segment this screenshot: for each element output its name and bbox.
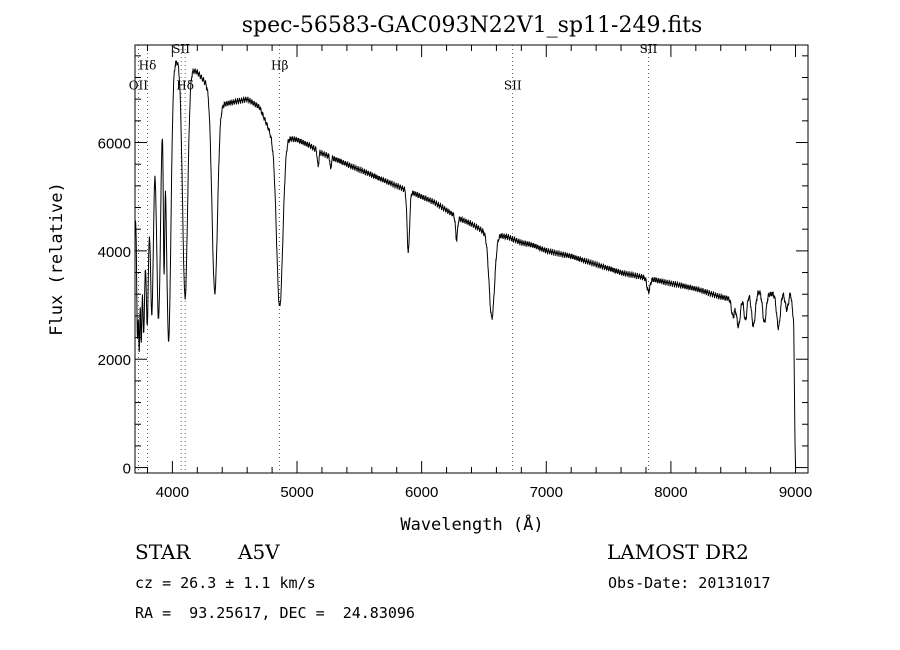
line-marker-label: Hβ [271,58,288,72]
line-marker-label: SII [172,42,190,56]
y-tick-label: 4000 [98,244,131,261]
line-marker-label: SII [504,78,522,92]
x-tick-label: 9000 [779,484,812,501]
x-tick-label: 5000 [280,484,313,501]
x-tick-label: 7000 [530,484,563,501]
axis-ticks [135,45,808,473]
x-axis-label: Wavelength (Å) [400,513,543,535]
chart-title: spec-56583-GAC093N22V1_sp11-249.fits [242,13,703,38]
x-tick-label: 6000 [405,484,438,501]
line-marker-label: Hδ [139,58,157,72]
x-tick-label: 4000 [156,484,189,501]
object-class: STAR [135,540,191,564]
line-markers: OII Hδ SII Hδ Hβ SII SII [129,42,658,473]
y-tick-label: 6000 [98,136,131,153]
tick-labels: 4000 5000 6000 7000 8000 9000 0 2000 4000 6000 [98,136,813,501]
sky-coordinates: RA = 93.25617, DEC = 24.83096 [135,604,415,622]
x-tick-label: 8000 [654,484,687,501]
redshift-velocity: cz = 26.3 ± 1.1 km/s [135,574,316,592]
spectrum-line [134,60,797,469]
line-marker-label: OII [129,78,149,92]
y-tick-label: 2000 [98,352,131,369]
line-marker-label: SII [640,42,658,56]
spectral-subclass: A5V [238,540,280,564]
y-tick-label: 0 [123,461,131,478]
line-marker-label: Hδ [176,78,194,92]
observation-date: Obs-Date: 20131017 [608,574,771,592]
y-axis-label: Flux (relative) [47,182,67,336]
plot-frame [134,44,809,474]
survey-name: LAMOST DR2 [607,540,749,564]
